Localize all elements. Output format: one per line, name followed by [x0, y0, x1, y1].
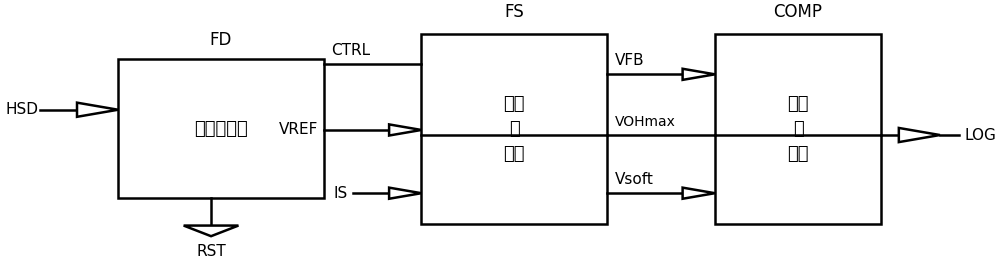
Polygon shape	[389, 188, 421, 199]
Text: FD: FD	[210, 31, 232, 49]
FancyBboxPatch shape	[118, 59, 324, 198]
Text: COMP: COMP	[774, 3, 823, 21]
Text: VFB: VFB	[615, 53, 645, 68]
FancyBboxPatch shape	[715, 34, 881, 224]
Text: IS: IS	[334, 186, 348, 201]
Text: VOHmax: VOHmax	[615, 115, 676, 129]
Text: VREF: VREF	[279, 123, 319, 138]
Text: RST: RST	[196, 244, 226, 259]
Polygon shape	[184, 226, 238, 236]
Polygon shape	[389, 124, 421, 135]
Text: 比较
器
模块: 比较 器 模块	[787, 95, 809, 163]
Text: FS: FS	[504, 3, 524, 21]
Text: 分频器模块: 分频器模块	[194, 120, 248, 138]
Text: HSD: HSD	[6, 102, 39, 117]
Text: 存储
器
模块: 存储 器 模块	[504, 95, 525, 163]
Polygon shape	[77, 103, 118, 117]
Text: CTRL: CTRL	[331, 43, 371, 58]
Text: Vsoft: Vsoft	[615, 172, 654, 187]
Text: LOG: LOG	[964, 128, 996, 143]
FancyBboxPatch shape	[421, 34, 607, 224]
Polygon shape	[899, 128, 940, 142]
Polygon shape	[683, 188, 715, 199]
Polygon shape	[683, 69, 715, 80]
